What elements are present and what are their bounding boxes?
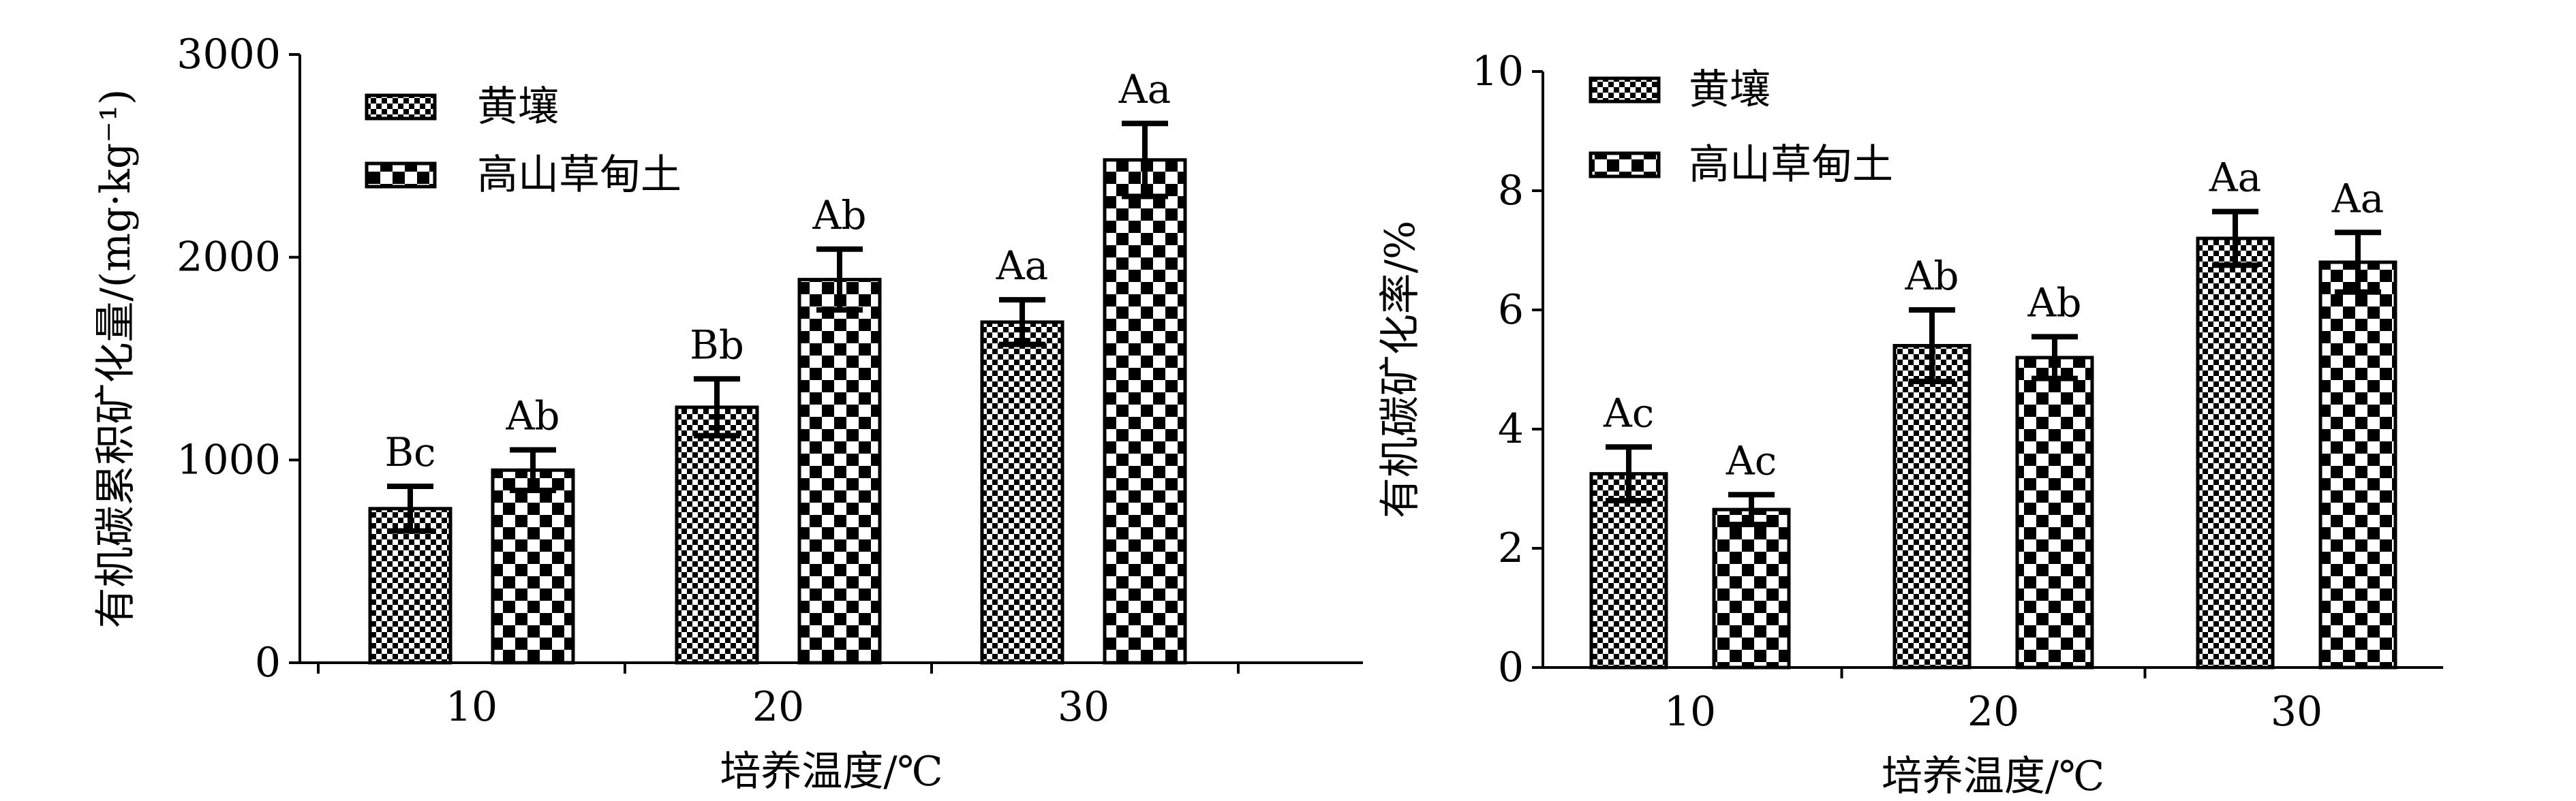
y-tick-label: 3000	[177, 31, 281, 78]
significance-label: Ac	[1603, 390, 1654, 436]
legend-label: 高山草甸土	[477, 151, 681, 199]
bar-alpine-meadow-soil	[2015, 356, 2094, 670]
significance-label: Bb	[690, 321, 744, 368]
significance-label: Bc	[384, 429, 435, 475]
significance-label: Ac	[1726, 437, 1777, 484]
bar-alpine-meadow-soil	[491, 468, 575, 665]
legend-swatch	[365, 161, 437, 189]
bar-alpine-meadow-soil	[1712, 507, 1791, 670]
bar-yellow-soil	[1589, 472, 1668, 670]
legend-swatch	[1589, 151, 1661, 178]
y-tick-label: 2	[1498, 524, 1524, 572]
y-tick-label: 8	[1498, 167, 1524, 215]
legend-label: 高山草甸土	[1689, 141, 1893, 189]
significance-label: Ab	[2027, 279, 2081, 326]
legend-swatch	[1589, 76, 1661, 104]
y-tick-label: 0	[1498, 644, 1524, 691]
bar-alpine-meadow-soil	[2318, 260, 2397, 670]
bar-alpine-meadow-soil	[797, 277, 882, 665]
legend-label: 黄壤	[477, 83, 559, 131]
x-tick-label: 20	[1967, 688, 2019, 736]
y-tick-label: 1000	[177, 436, 281, 484]
y-tick-label: 0	[255, 639, 281, 687]
significance-label: Aa	[996, 242, 1048, 289]
bar-yellow-soil	[1892, 344, 1972, 670]
x-tick-label: 10	[1664, 688, 1716, 736]
bar-alpine-meadow-soil	[1103, 158, 1187, 665]
bar-yellow-soil	[2196, 236, 2275, 670]
significance-label: Ab	[812, 192, 866, 238]
bar-yellow-soil	[675, 405, 759, 665]
significance-label: Aa	[2331, 175, 2384, 221]
significance-label: Aa	[2209, 155, 2261, 201]
chart-cumulative-mineralization: 0 1000 2000 3000 10 20 30 Bc Bb Aa Ab Ab Aa 黄壤高山草甸土培养…	[92, 31, 1363, 796]
y-axis-title: 有机碳矿化率/%	[1377, 221, 1424, 518]
x-axis-title: 培养温度/℃	[720, 748, 942, 796]
x-tick-label: 20	[752, 683, 804, 731]
x-axis-title: 培养温度/℃	[1882, 753, 2104, 800]
significance-label: Ab	[1904, 253, 1959, 299]
significance-label: Ab	[505, 392, 559, 439]
significance-label: Aa	[1118, 66, 1171, 112]
x-tick-label: 10	[446, 683, 497, 731]
legend-swatch	[365, 93, 437, 121]
y-tick-label: 10	[1472, 48, 1524, 95]
y-tick-label: 4	[1498, 405, 1524, 453]
y-tick-label: 2000	[177, 234, 281, 281]
bar-yellow-soil	[980, 320, 1064, 665]
y-axis-title: 有机碳累积矿化量/(mg·kg⁻¹)	[92, 89, 140, 629]
x-tick-label: 30	[2271, 688, 2322, 736]
y-tick-label: 6	[1498, 286, 1524, 334]
x-tick-label: 30	[1058, 683, 1109, 731]
legend-label: 黄壤	[1689, 66, 1770, 114]
